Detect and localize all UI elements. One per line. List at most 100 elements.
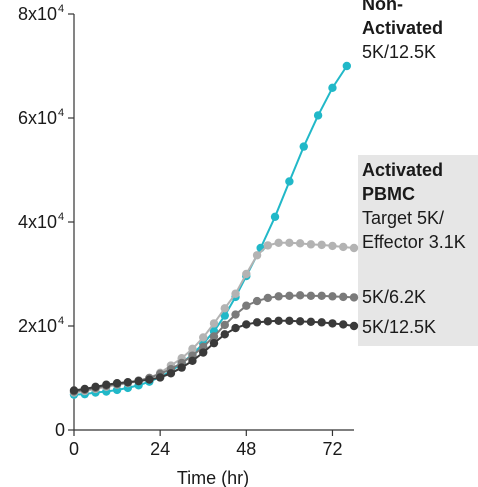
data-point (188, 356, 197, 366)
data-point (69, 386, 79, 395)
activated-legend: Activated PBMC Target 5K/ Effector 3.1K (362, 158, 466, 254)
data-point (252, 296, 262, 306)
x-axis-label: Time (hr) (177, 468, 249, 487)
data-point (199, 333, 208, 342)
x-tick-label: 24 (150, 439, 170, 459)
data-point (166, 369, 176, 378)
non-activated-title-2: Activated (362, 18, 444, 38)
data-point (274, 238, 283, 247)
series-1 (69, 238, 359, 397)
data-point (188, 344, 197, 354)
data-point (328, 241, 337, 251)
data-point (328, 292, 337, 301)
data-point (339, 242, 348, 252)
data-point (270, 212, 280, 221)
series-line (73, 241, 355, 394)
data-point (231, 289, 240, 298)
ratio-12-5k-label: 5K/12.5K (362, 315, 436, 339)
y-tick-label: 6x10 (18, 108, 57, 128)
data-point (285, 238, 294, 247)
ratio-12-5k-text: 5K/12.5K (362, 317, 437, 337)
data-point (317, 240, 326, 250)
y-tick-exponent: 4 (58, 107, 64, 119)
data-point (242, 301, 251, 310)
data-point (220, 304, 229, 313)
data-point (274, 292, 283, 301)
data-point (199, 348, 208, 357)
data-point (285, 177, 294, 186)
ratio-6-2k-label: 5K/6.2K (362, 285, 426, 309)
data-point (209, 319, 219, 328)
data-point (242, 269, 251, 279)
y-tick-label: 8x10 (18, 4, 57, 24)
data-point (342, 61, 352, 71)
y-tick-label: 2x10 (18, 316, 57, 336)
data-point (349, 243, 359, 253)
activated-ratio-effector: Effector 3.1K (362, 232, 466, 252)
data-point (220, 330, 229, 339)
y-tick-exponent: 4 (58, 211, 64, 223)
activated-title-1: Activated (362, 160, 444, 180)
series-3 (69, 316, 359, 395)
y-tick-label: 0 (55, 420, 65, 440)
data-point (91, 382, 100, 392)
data-point (220, 311, 229, 320)
data-point (285, 291, 294, 301)
y-tick-label: 4x10 (18, 212, 57, 232)
data-point (339, 320, 348, 329)
non-activated-ratio: 5K/12.5K (362, 42, 437, 62)
data-point (242, 320, 251, 329)
data-point (295, 317, 305, 326)
data-point (80, 384, 89, 394)
series-0 (69, 61, 352, 399)
data-point (306, 317, 316, 327)
data-point (145, 375, 154, 384)
x-tick-label: 0 (69, 439, 79, 459)
data-point (295, 291, 305, 300)
data-point (220, 320, 229, 330)
data-point (317, 318, 326, 327)
data-point (252, 318, 262, 327)
data-point (209, 338, 219, 348)
data-point (339, 292, 348, 302)
data-point (123, 377, 133, 387)
data-point (231, 323, 240, 333)
activated-legend-background (358, 155, 478, 346)
data-point (112, 379, 122, 388)
series-layer (69, 61, 359, 399)
data-point (102, 380, 111, 389)
y-tick-exponent: 4 (58, 3, 64, 15)
non-activated-legend: Non- Activated 5K/12.5K (362, 0, 443, 64)
x-tick-label: 72 (322, 439, 342, 459)
ratio-6-2k-text: 5K/6.2K (362, 287, 427, 307)
data-point (317, 291, 326, 301)
non-activated-title-1: Non- (362, 0, 403, 14)
data-point (252, 251, 262, 260)
data-point (263, 241, 273, 250)
data-point (349, 321, 359, 331)
data-point (285, 316, 294, 325)
data-point (328, 319, 337, 328)
data-point (306, 240, 316, 249)
axes (68, 13, 354, 436)
data-point (231, 310, 240, 319)
data-point (209, 332, 219, 341)
data-point (295, 239, 305, 248)
activated-ratio-target: Target 5K/ (362, 208, 445, 228)
y-tick-exponent: 4 (58, 315, 64, 327)
data-point (155, 373, 165, 382)
data-point (349, 293, 359, 302)
data-point (313, 111, 323, 120)
data-point (306, 291, 316, 301)
data-point (274, 316, 283, 325)
activated-title-2: PBMC (362, 184, 415, 204)
data-point (263, 293, 273, 303)
data-point (263, 317, 273, 326)
x-tick-label: 48 (236, 439, 256, 459)
data-point (299, 142, 308, 151)
data-point (134, 376, 143, 386)
data-point (177, 363, 186, 372)
data-point (328, 83, 337, 93)
